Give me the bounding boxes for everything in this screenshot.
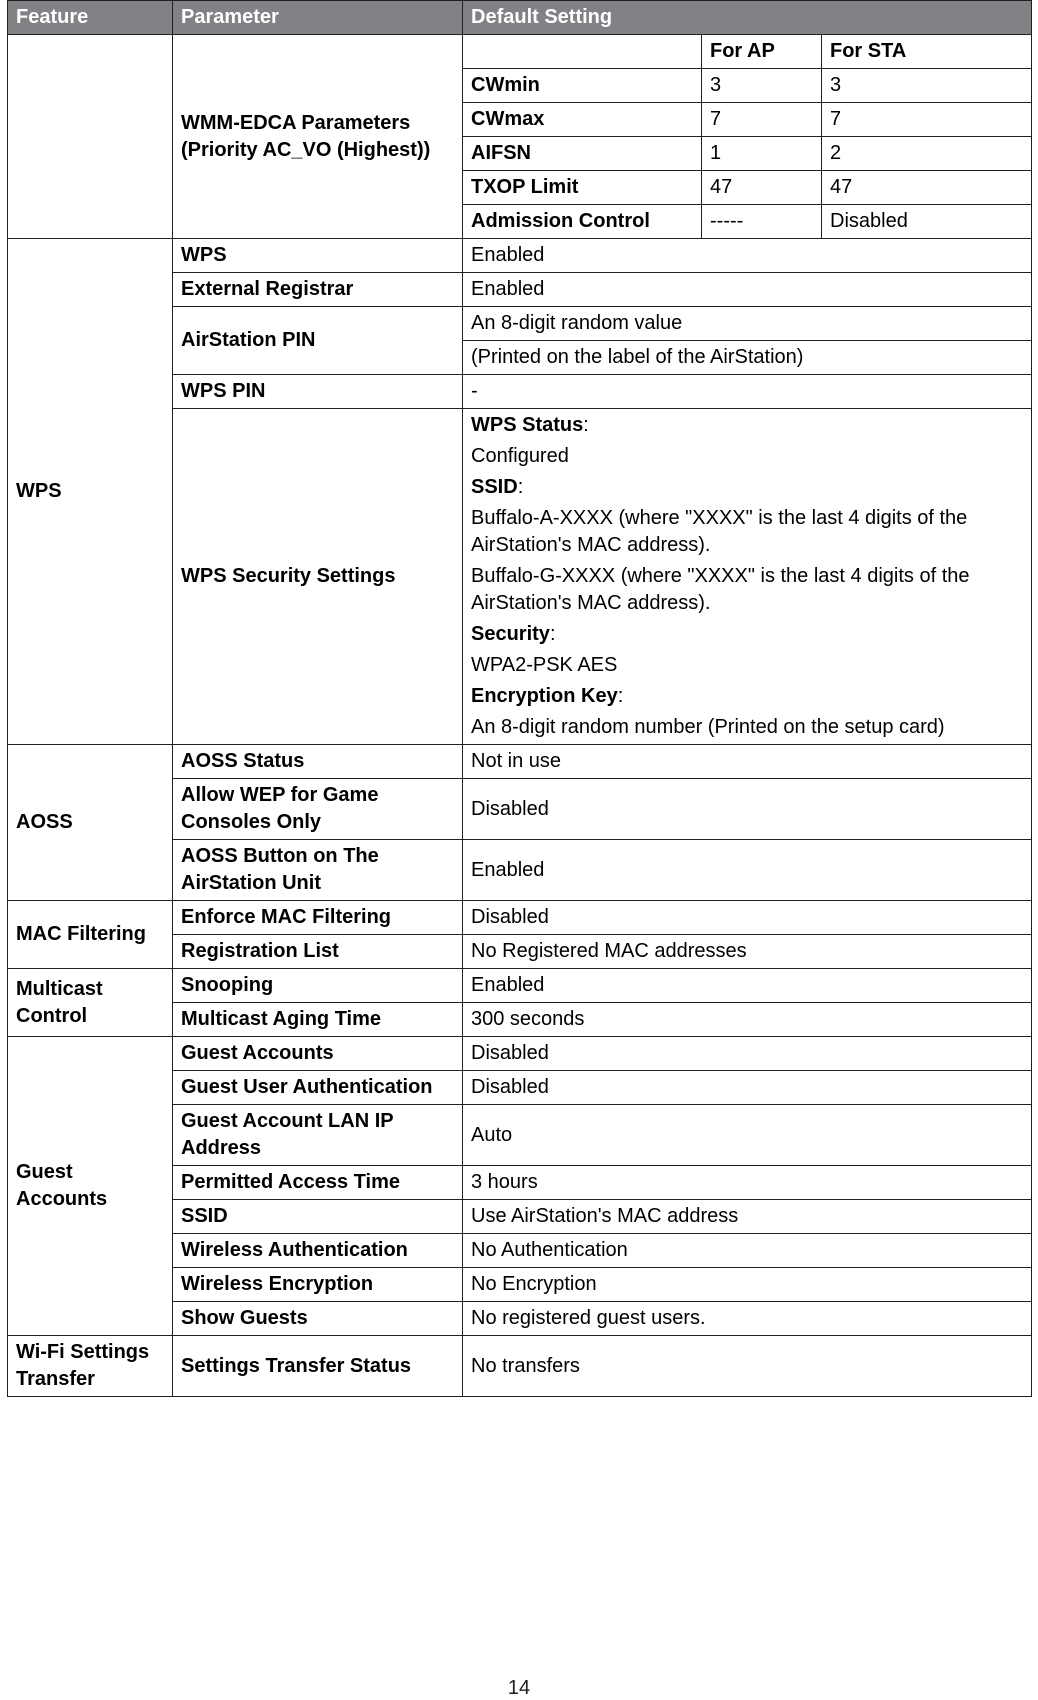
value-cell: Auto [463, 1105, 1032, 1166]
wps-ssid-value-1: Buffalo-A-XXXX (where "XXXX" is the last… [471, 505, 1023, 559]
parameter-cell: Wireless Authentication [173, 1234, 463, 1268]
feature-cell: Multicast Control [8, 969, 173, 1037]
value-cell: Disabled [463, 901, 1032, 935]
wmm-row-ap: 7 [702, 103, 822, 137]
parameter-cell: Guest Account LAN IP Address [173, 1105, 463, 1166]
wps-security-value: WPA2-PSK AES [471, 652, 1023, 679]
feature-cell: MAC Filtering [8, 901, 173, 969]
parameter-cell: Wireless Encryption [173, 1268, 463, 1302]
table-row: WMM-EDCA Parameters (Priority AC_VO (Hig… [8, 35, 1032, 69]
wmm-param-line2: (Priority AC_VO (Highest)) [181, 139, 430, 161]
value-cell: No Encryption [463, 1268, 1032, 1302]
parameter-cell: Guest User Authentication [173, 1071, 463, 1105]
wmm-row-ap: 1 [702, 137, 822, 171]
parameter-cell: External Registrar [173, 273, 463, 307]
header-default-setting: Default Setting [463, 1, 1032, 35]
wmm-row-sta: 2 [822, 137, 1032, 171]
value-cell: 300 seconds [463, 1003, 1032, 1037]
value-cell: Enabled [463, 239, 1032, 273]
wps-ssid-value-2: Buffalo-G-XXXX (where "XXXX" is the last… [471, 563, 1023, 617]
value-cell: No Authentication [463, 1234, 1032, 1268]
parameter-cell: WMM-EDCA Parameters (Priority AC_VO (Hig… [173, 35, 463, 239]
value-cell: Disabled [463, 1071, 1032, 1105]
value-cell: 3 hours [463, 1166, 1032, 1200]
table-row: Multicast Control Snooping Enabled [8, 969, 1032, 1003]
parameter-cell: WPS Security Settings [173, 409, 463, 745]
value-cell: Enabled [463, 273, 1032, 307]
feature-cell: WPS [8, 239, 173, 745]
wmm-row-ap: 3 [702, 69, 822, 103]
wps-security-cell: WPS Status: Configured SSID: Buffalo-A-X… [463, 409, 1032, 745]
wmm-row-name: CWmax [463, 103, 702, 137]
wmm-subheader-blank [463, 35, 702, 69]
feature-cell: Wi-Fi Settings Transfer [8, 1336, 173, 1397]
value-cell: An 8-digit random value [463, 307, 1032, 341]
parameter-cell: WPS PIN [173, 375, 463, 409]
table-row: MAC Filtering Enforce MAC Filtering Disa… [8, 901, 1032, 935]
wps-key-label: Encryption Key [471, 685, 618, 707]
parameter-cell: AirStation PIN [173, 307, 463, 375]
page-number: 14 [7, 1677, 1031, 1700]
wmm-subheader-ap: For AP [702, 35, 822, 69]
wps-key-value: An 8-digit random number (Printed on the… [471, 714, 1023, 741]
value-cell: No registered guest users. [463, 1302, 1032, 1336]
wmm-row-name: Admission Control [463, 205, 702, 239]
parameter-cell: SSID [173, 1200, 463, 1234]
parameter-cell: Permitted Access Time [173, 1166, 463, 1200]
wmm-row-sta: Disabled [822, 205, 1032, 239]
parameter-cell: Show Guests [173, 1302, 463, 1336]
parameter-cell: Multicast Aging Time [173, 1003, 463, 1037]
wmm-row-name: AIFSN [463, 137, 702, 171]
wps-status-value: Configured [471, 443, 1023, 470]
value-cell: Enabled [463, 969, 1032, 1003]
wps-status-label: WPS Status [471, 414, 583, 436]
parameter-cell: WPS [173, 239, 463, 273]
feature-cell-blank [8, 35, 173, 239]
header-feature: Feature [8, 1, 173, 35]
table-row: AOSS AOSS Status Not in use [8, 745, 1032, 779]
table-header-row: Feature Parameter Default Setting [8, 1, 1032, 35]
parameter-cell: AOSS Status [173, 745, 463, 779]
value-cell: Enabled [463, 840, 1032, 901]
table-row: Wi-Fi Settings Transfer Settings Transfe… [8, 1336, 1032, 1397]
settings-table: Feature Parameter Default Setting WMM-ED… [7, 0, 1032, 1397]
value-cell: Use AirStation's MAC address [463, 1200, 1032, 1234]
parameter-cell: AOSS Button on The AirStation Unit [173, 840, 463, 901]
wmm-row-ap: ----- [702, 205, 822, 239]
parameter-cell: Registration List [173, 935, 463, 969]
value-cell: Disabled [463, 779, 1032, 840]
wmm-row-name: CWmin [463, 69, 702, 103]
parameter-cell: Allow WEP for Game Consoles Only [173, 779, 463, 840]
wps-ssid-label: SSID [471, 476, 518, 498]
table-row: WPS WPS Enabled [8, 239, 1032, 273]
header-parameter: Parameter [173, 1, 463, 35]
table-row: Guest Accounts Guest Accounts Disabled [8, 1037, 1032, 1071]
parameter-cell: Guest Accounts [173, 1037, 463, 1071]
feature-cell: AOSS [8, 745, 173, 901]
wmm-row-sta: 47 [822, 171, 1032, 205]
value-cell: Disabled [463, 1037, 1032, 1071]
wmm-param-line1: WMM-EDCA Parameters [181, 112, 410, 134]
value-cell: (Printed on the label of the AirStation) [463, 341, 1032, 375]
wmm-subheader-sta: For STA [822, 35, 1032, 69]
value-cell: Not in use [463, 745, 1032, 779]
wmm-row-name: TXOP Limit [463, 171, 702, 205]
wmm-row-sta: 7 [822, 103, 1032, 137]
parameter-cell: Snooping [173, 969, 463, 1003]
parameter-cell: Enforce MAC Filtering [173, 901, 463, 935]
value-cell: - [463, 375, 1032, 409]
wps-security-label: Security [471, 623, 550, 645]
page-container: Feature Parameter Default Setting WMM-ED… [0, 0, 1038, 1700]
feature-cell: Guest Accounts [8, 1037, 173, 1336]
wmm-row-sta: 3 [822, 69, 1032, 103]
value-cell: No Registered MAC addresses [463, 935, 1032, 969]
value-cell: No transfers [463, 1336, 1032, 1397]
parameter-cell: Settings Transfer Status [173, 1336, 463, 1397]
wmm-row-ap: 47 [702, 171, 822, 205]
